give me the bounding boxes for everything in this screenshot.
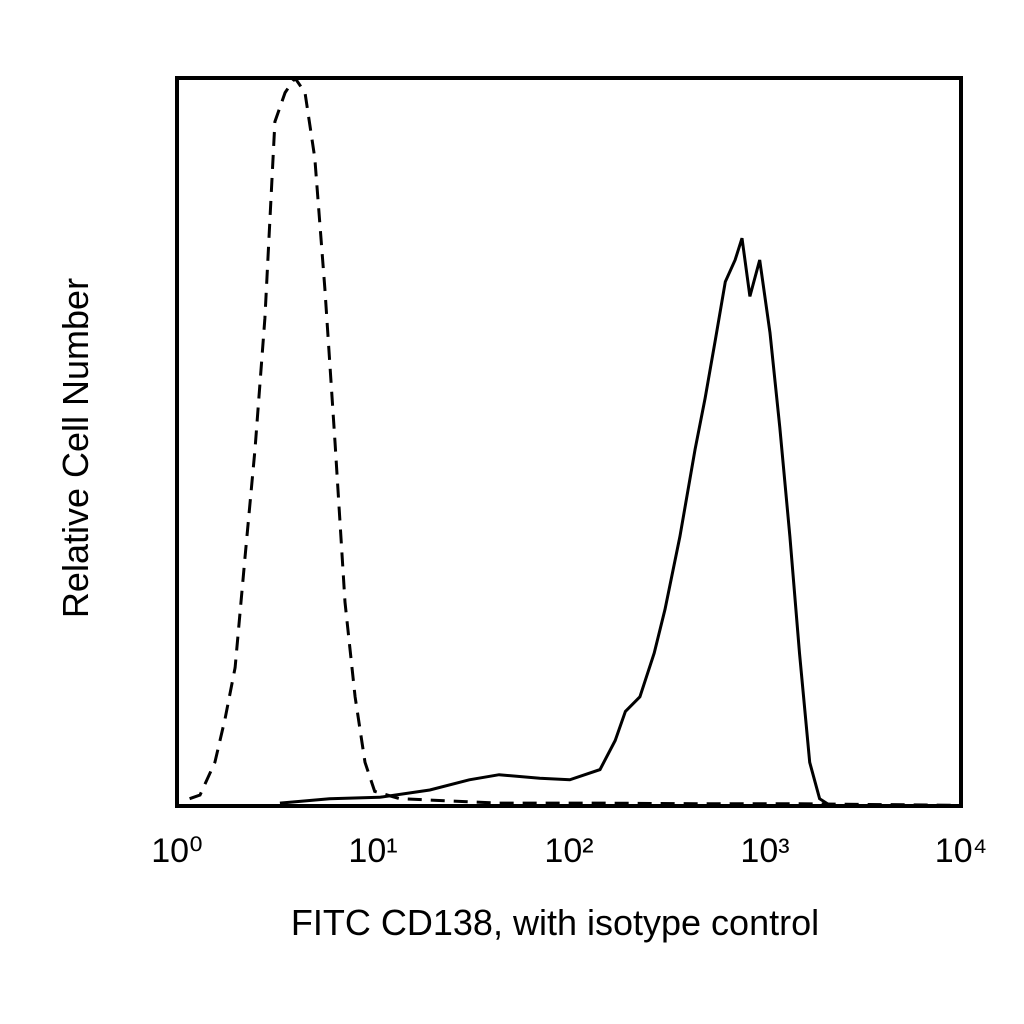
x-tick-label: 10⁴ <box>935 832 987 870</box>
plot-frame <box>175 76 963 808</box>
x-tick-label: 10¹ <box>348 832 397 870</box>
histogram-line <box>279 237 831 806</box>
x-tick-label: 10⁰ <box>151 832 202 870</box>
x-tick-label: 10² <box>544 832 593 870</box>
x-axis-label: FITC CD138, with isotype control <box>291 902 819 943</box>
y-axis-label: Relative Cell Number <box>55 278 96 618</box>
histogram-line <box>189 78 960 806</box>
plot-area <box>189 78 960 806</box>
x-tick-label: 10³ <box>740 832 789 870</box>
